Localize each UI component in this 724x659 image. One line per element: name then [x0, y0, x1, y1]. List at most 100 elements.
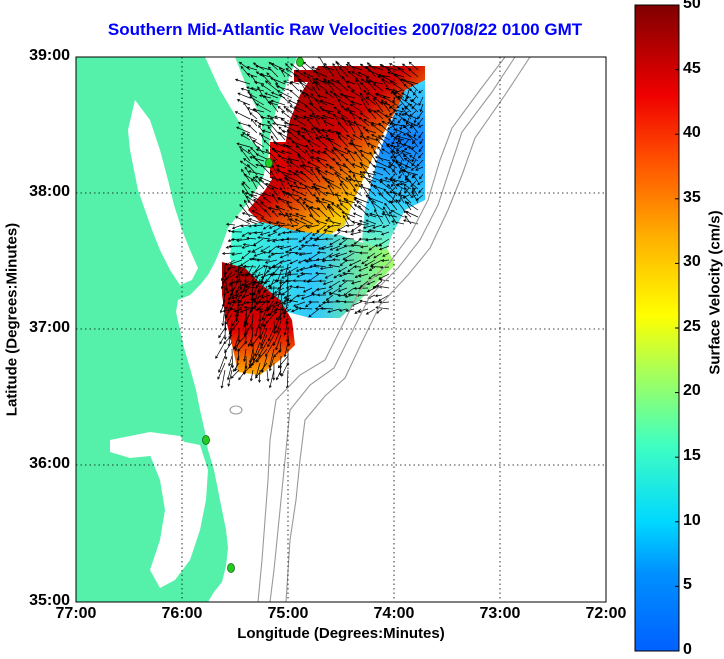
velocity-vector [271, 285, 275, 300]
velocity-vector [253, 231, 264, 235]
velocity-vector [314, 98, 328, 106]
velocity-vector [336, 62, 349, 71]
velocity-vector [374, 155, 391, 162]
velocity-vector [354, 184, 370, 190]
velocity-vector [372, 224, 383, 229]
velocity-vector [302, 287, 313, 293]
velocity-vector [328, 291, 341, 296]
velocity-vector [285, 212, 293, 225]
lon-tick-label: 77:00 [55, 605, 97, 622]
velocity-vector [270, 63, 286, 71]
velocity-vector [245, 236, 257, 240]
velocity-vector [320, 245, 334, 250]
velocity-vector [318, 279, 326, 283]
velocity-vector [367, 196, 384, 204]
velocity-vector [398, 173, 403, 179]
velocity-vector [240, 87, 251, 92]
velocity-vector [244, 199, 251, 211]
velocity-vector [405, 103, 410, 110]
velocity-vector [401, 78, 419, 85]
velocity-vector [316, 293, 327, 297]
velocity-vector [288, 245, 299, 251]
velocity-vector [321, 114, 335, 120]
velocity-vector [260, 245, 271, 252]
velocity-vector [338, 308, 348, 312]
velocity-vector [298, 81, 314, 92]
velocity-vector [298, 306, 313, 310]
velocity-vector [359, 170, 370, 183]
velocity-vector [235, 216, 251, 225]
velocity-vector [394, 113, 405, 120]
velocity-vector [382, 210, 391, 225]
velocity-vector [359, 175, 377, 183]
velocity-vector [402, 194, 410, 199]
velocity-vector [244, 166, 251, 176]
velocity-vector [283, 121, 300, 127]
velocity-vector [364, 259, 376, 267]
velocity-vector [244, 285, 257, 289]
velocity-vector [354, 308, 362, 314]
velocity-vector [328, 252, 341, 258]
velocity-vector [270, 99, 286, 106]
velocity-vector [302, 115, 314, 120]
velocity-vector [244, 273, 257, 277]
velocity-vector [338, 135, 349, 148]
velocity-vector [249, 156, 265, 162]
velocity-vector [395, 145, 403, 152]
velocity-vector [417, 110, 424, 120]
lon-tick-label: 76:00 [161, 605, 203, 622]
velocity-vector [405, 211, 419, 218]
velocity-vector [228, 355, 233, 367]
velocity-vector [252, 176, 265, 190]
velocity-vector [298, 245, 306, 250]
velocity-vector [247, 231, 257, 235]
velocity-vector [258, 278, 268, 294]
velocity-vector [351, 220, 363, 225]
velocity-vector [305, 144, 314, 155]
velocity-vector [300, 170, 314, 183]
velocity-vector [247, 164, 258, 176]
velocity-vector [311, 231, 320, 236]
velocity-vector [276, 197, 293, 204]
velocity-vector [244, 278, 254, 294]
velocity-vector [293, 106, 307, 113]
velocity-vector [217, 362, 226, 380]
velocity-vector [267, 299, 275, 311]
velocity-vector [242, 181, 251, 190]
velocity-vector [316, 224, 327, 233]
colorbar-tick-label: 50 [683, 0, 701, 12]
velocity-vector [402, 152, 410, 157]
velocity-vector [253, 224, 264, 228]
velocity-vector [301, 91, 314, 99]
velocity-vector [255, 148, 272, 155]
velocity-vector [244, 327, 248, 345]
velocity-vector [362, 224, 376, 229]
velocity-vector [252, 238, 264, 246]
velocity-vector [288, 206, 300, 211]
velocity-vector [242, 243, 257, 247]
velocity-vector [224, 259, 236, 266]
velocity-vector [257, 236, 271, 240]
velocity-vector [247, 334, 254, 347]
velocity-vector [398, 166, 403, 174]
velocity-vector [373, 96, 384, 106]
velocity-vector [285, 63, 293, 71]
velocity-vector [304, 238, 313, 244]
velocity-vector [312, 183, 328, 190]
velocity-vector [318, 135, 335, 141]
velocity-vector [289, 218, 300, 225]
velocity-vector [354, 273, 362, 278]
velocity-vector [388, 103, 396, 109]
velocity-vector [299, 89, 307, 99]
velocity-vector [250, 194, 265, 204]
velocity-vector [239, 308, 250, 313]
velocity-vector [377, 146, 384, 155]
velocity-vector [251, 209, 265, 218]
velocity-vector [363, 119, 377, 127]
velocity-vector [231, 224, 243, 230]
velocity-vector [231, 230, 243, 234]
velocity-vector [325, 294, 334, 301]
velocity-vector [223, 320, 227, 341]
velocity-vector [358, 237, 369, 241]
